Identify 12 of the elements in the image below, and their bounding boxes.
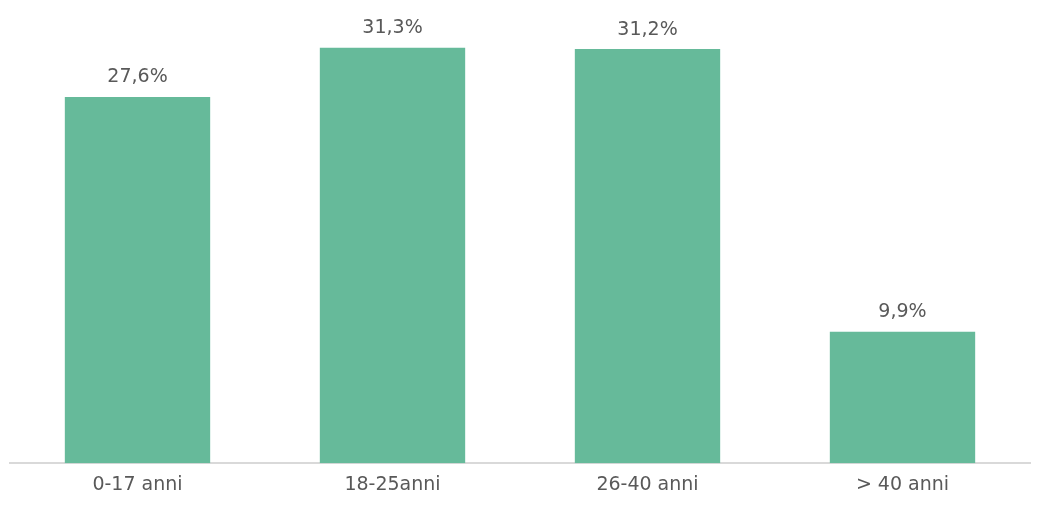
data-label: 31,2% xyxy=(617,16,678,39)
bar xyxy=(64,96,211,464)
data-label: 31,3% xyxy=(362,15,423,38)
x-tick-label: 26-40 anni xyxy=(596,471,699,494)
bar xyxy=(319,47,466,464)
data-label: 9,9% xyxy=(878,299,927,322)
x-tick-label: 0-17 anni xyxy=(92,471,183,494)
x-tick-label: > 40 anni xyxy=(855,471,950,494)
bar xyxy=(574,49,721,464)
data-label: 27,6% xyxy=(107,64,168,87)
x-tick-label: 18-25anni xyxy=(344,471,441,494)
bar xyxy=(829,331,976,464)
